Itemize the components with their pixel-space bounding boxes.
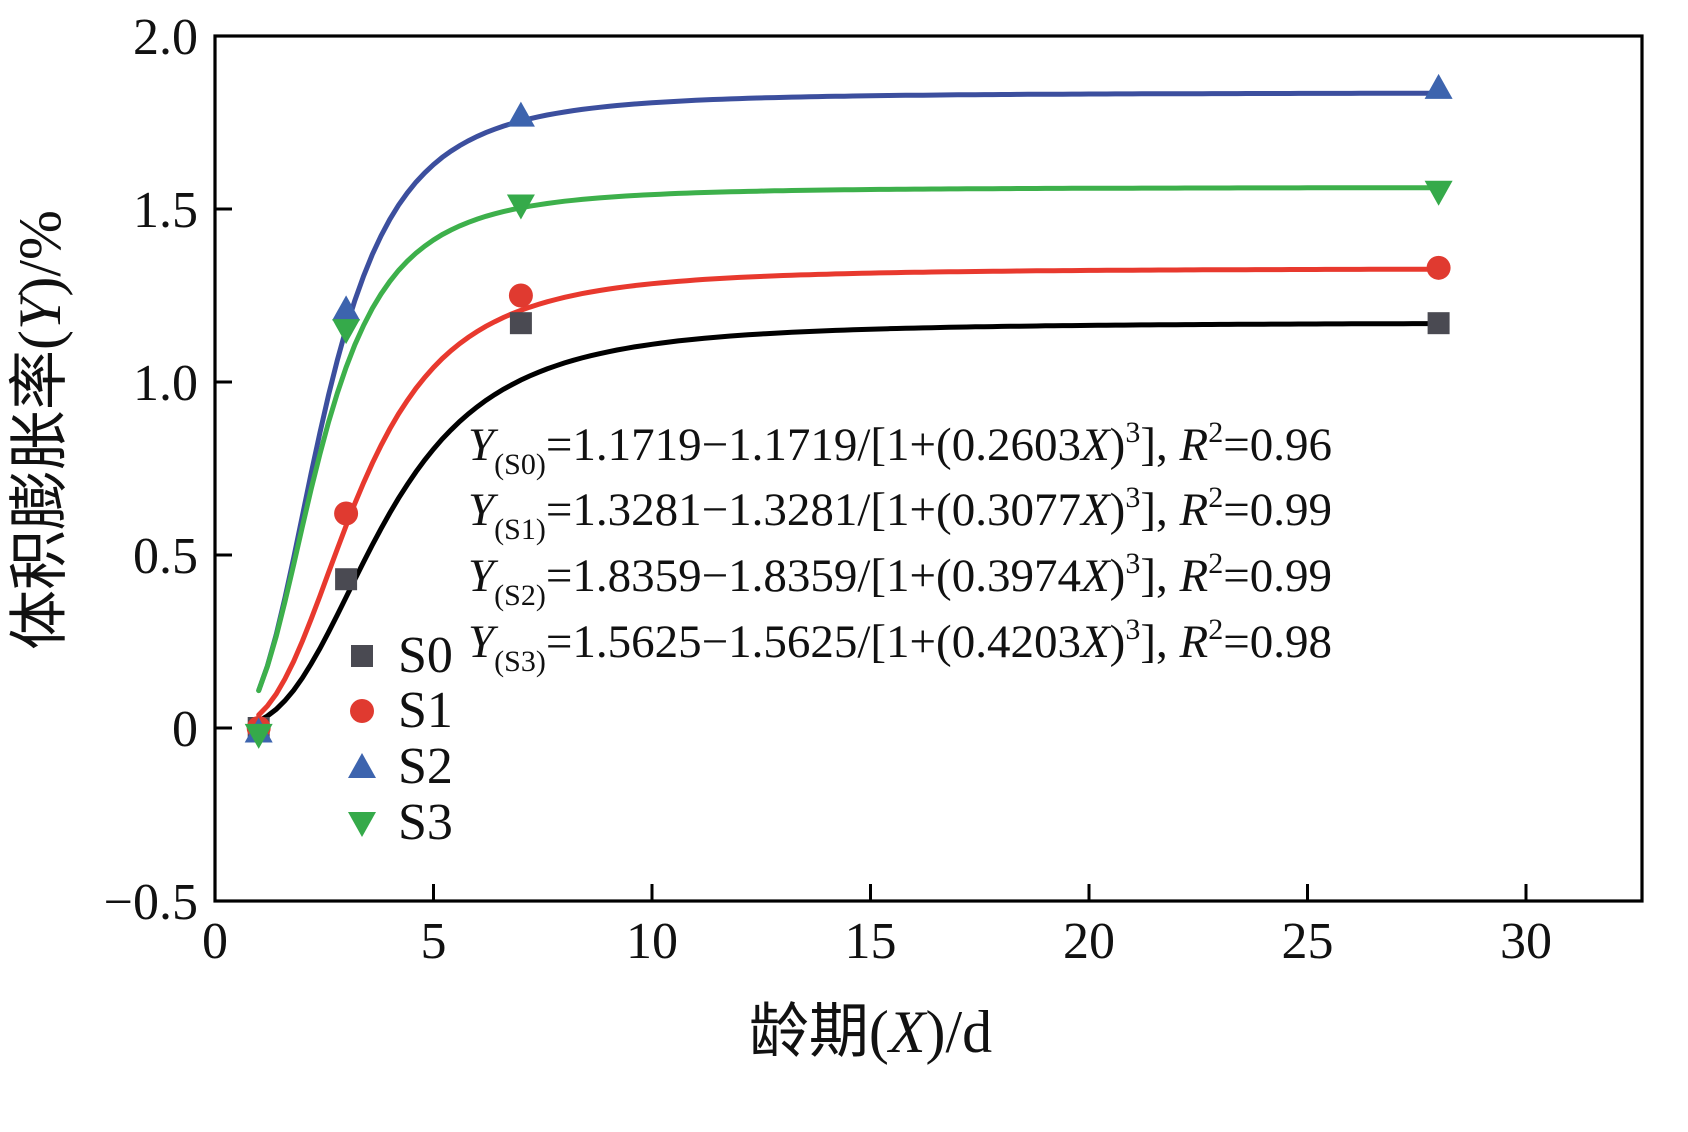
data-point-S3 [1424,180,1453,206]
legend-marker-S1 [350,699,374,723]
legend-marker-S3 [348,812,376,837]
equation-line-3: Y(S2)=1.8359−1.8359/[1+(0.3974X)3], R2=0… [468,547,1332,612]
fit-curve-S3 [256,185,1442,694]
data-point-S3 [506,194,535,220]
legend-item-S3: S3 [348,794,453,851]
legend-item-S1: S1 [350,682,453,739]
data-point-S3 [244,723,273,749]
legend-label-S2: S2 [398,738,453,795]
equation-line-2: Y(S1)=1.3281−1.3281/[1+(0.3077X)3], R2=0… [468,481,1332,546]
data-point-S2 [1424,73,1453,99]
y-axis-tick-label: 0 [172,701,198,758]
x-axis-title: 龄期(X)/d [749,999,992,1065]
data-point-S0 [509,312,532,335]
data-point-S1 [334,501,359,526]
data-point-S3 [332,319,361,345]
y-axis-tick-label: 1.5 [133,182,198,239]
series-markers-S3 [244,180,1453,749]
legend-label-S0: S0 [398,627,453,684]
x-axis-tick-label: 0 [202,913,228,970]
data-point-S1 [1426,255,1451,280]
y-axis-tick-label: 0.5 [133,528,198,585]
x-axis-tick-label: 30 [1500,913,1552,970]
data-point-S0 [335,568,358,591]
y-axis-tick-label: 2.0 [133,9,198,66]
x-axis-tick-label: 25 [1282,913,1334,970]
legend-item-S2: S2 [348,738,453,795]
legend-label-S1: S1 [398,682,453,739]
legend-label-S3: S3 [398,794,453,851]
fit-curve-S1 [256,266,1442,718]
x-axis-tick-label: 10 [626,913,678,970]
x-axis-tick-label: 20 [1063,913,1115,970]
x-axis-tick-label: 5 [421,913,447,970]
legend-marker-S2 [348,753,376,778]
fit-curve-S0 [256,321,1442,724]
y-axis-title: 体积膨胀率(Y)/% [7,210,73,650]
data-point-S2 [332,295,361,321]
plot-frame [213,34,1644,903]
data-point-S0 [1427,312,1450,335]
series-markers-S0 [247,312,1450,739]
y-axis-tick-label: −0.5 [104,874,198,931]
equation-line-4: Y(S3)=1.5625−1.5625/[1+(0.4203X)3], R2=0… [468,613,1332,678]
legend-marker-S0 [351,645,373,667]
data-point-S2 [506,101,535,127]
fit-curve-S2 [256,90,1442,693]
data-point-S1 [508,283,533,308]
x-axis-tick-label: 15 [845,913,897,970]
legend-item-S0: S0 [351,627,453,684]
y-axis-tick-label: 1.0 [133,355,198,412]
equation-line-1: Y(S0)=1.1719−1.1719/[1+(0.2603X)3], R2=0… [468,416,1332,481]
